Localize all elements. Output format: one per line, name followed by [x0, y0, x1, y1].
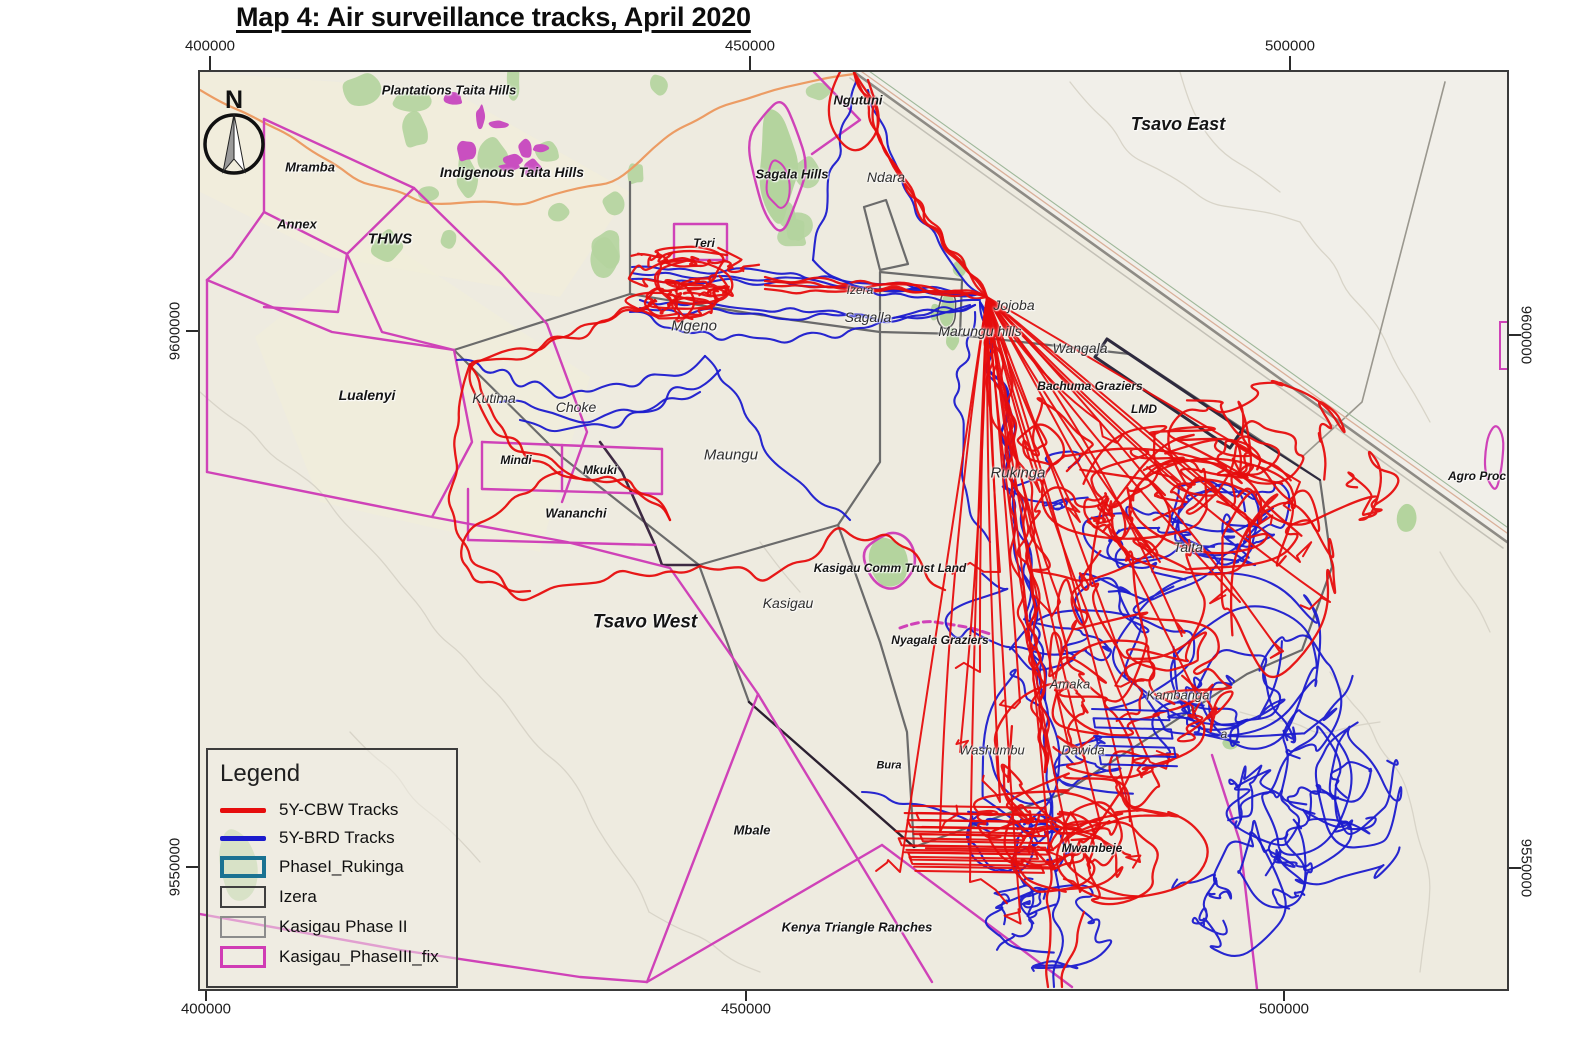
legend-item: 5Y-CBW Tracks: [220, 800, 444, 820]
axis-label: 450000: [720, 1000, 772, 1018]
legend-line-swatch-icon: [220, 835, 266, 841]
axis-tick: [205, 991, 207, 1001]
legend-rect-swatch-icon: [220, 856, 266, 878]
axis-tick: [1509, 867, 1521, 869]
legend-item: Izera: [220, 886, 444, 908]
legend-item-label: Izera: [279, 887, 317, 906]
legend-item-label: Kasigau Phase II: [279, 917, 408, 936]
axis-label: 500000: [1258, 1000, 1310, 1018]
axis-tick: [1509, 334, 1521, 336]
axis-tick: [186, 330, 198, 332]
axis-label: 9550000: [166, 837, 184, 897]
legend-rect-swatch-icon: [220, 886, 266, 908]
axis-tick: [749, 56, 751, 70]
axis-label: 500000: [1264, 37, 1316, 55]
legend: Legend 5Y-CBW Tracks 5Y-BRD Tracks PhaseI_…: [206, 748, 458, 988]
legend-item-label: 5Y-CBW Tracks: [279, 800, 399, 819]
axis-label: 400000: [180, 1000, 232, 1018]
legend-item-label: 5Y-BRD Tracks: [279, 828, 395, 847]
legend-item-label: PhaseI_Rukinga: [279, 857, 404, 876]
legend-item: PhaseI_Rukinga: [220, 856, 444, 878]
legend-line-swatch-icon: [220, 807, 266, 813]
axis-tick: [745, 991, 747, 1001]
map-title: Map 4: Air surveillance tracks, April 20…: [236, 2, 751, 32]
axis-label: 450000: [724, 37, 776, 55]
legend-title: Legend: [220, 760, 301, 787]
axis-label: 400000: [184, 37, 236, 55]
axis-tick: [1283, 991, 1285, 1001]
basemap-svg: N: [200, 72, 1507, 989]
legend-item-label: Kasigau_PhaseIII_fix: [279, 947, 439, 966]
compass-north-label: N: [225, 86, 243, 114]
axis-label: 9600000: [166, 301, 184, 361]
axis-tick: [209, 56, 211, 70]
legend-item: Kasigau_PhaseIII_fix: [220, 946, 444, 968]
axis-tick: [186, 866, 198, 868]
axis-tick: [1289, 56, 1291, 70]
map-canvas: N Plantations Taita Hills Indigenous Tait…: [198, 70, 1509, 991]
legend-items: 5Y-CBW Tracks 5Y-BRD Tracks PhaseI_Rukinga…: [220, 800, 444, 968]
legend-rect-swatch-icon: [220, 946, 266, 968]
legend-rect-swatch-icon: [220, 916, 266, 938]
legend-item: 5Y-BRD Tracks: [220, 828, 444, 848]
legend-item: Kasigau Phase II: [220, 916, 444, 938]
